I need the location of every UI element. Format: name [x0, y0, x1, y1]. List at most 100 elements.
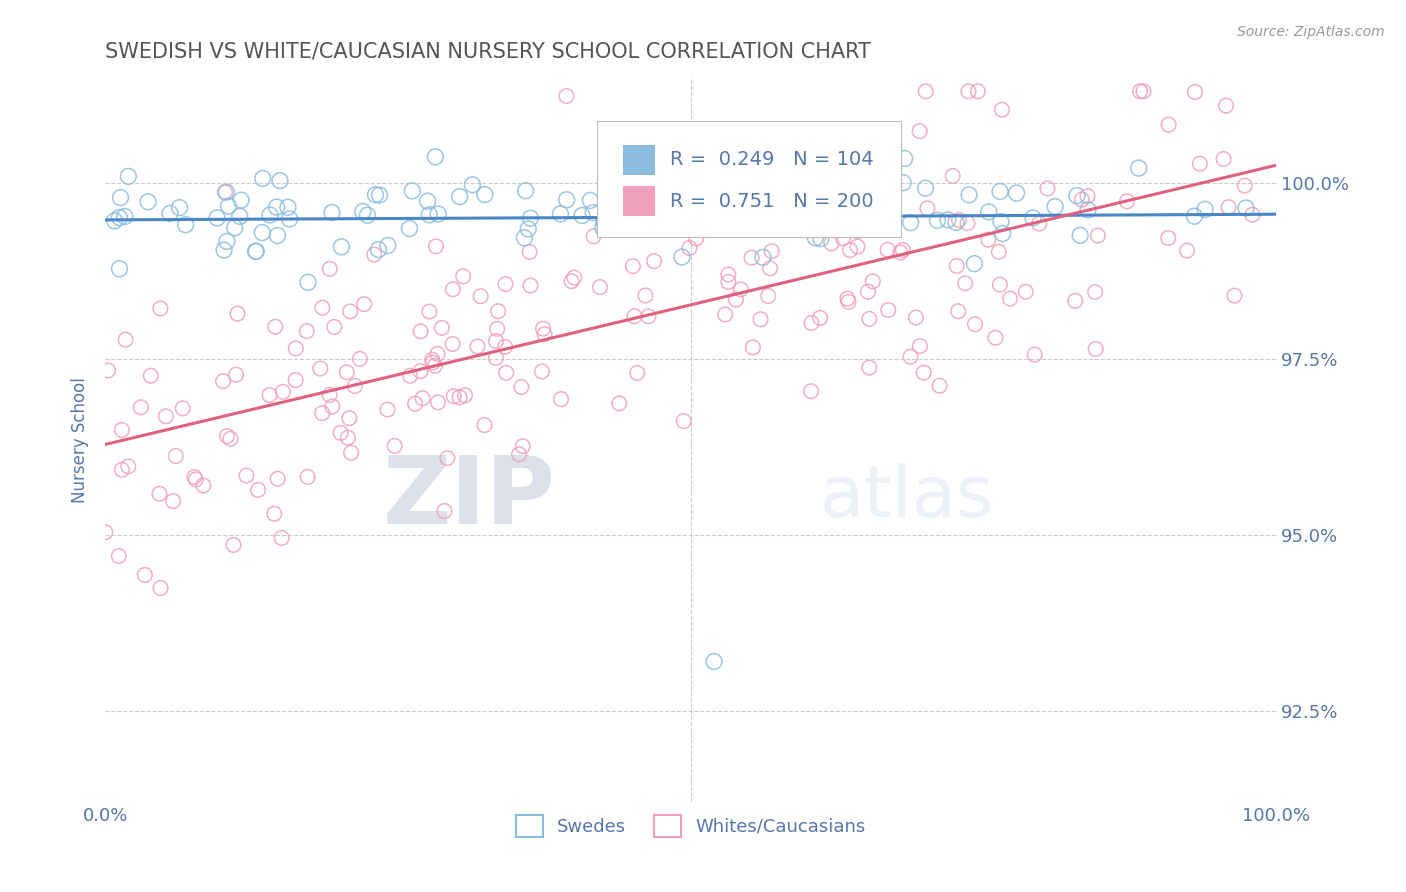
Point [212, 243, 235, 257]
Point [917, 202, 939, 216]
Point [368, 188, 391, 202]
Point [671, 250, 693, 264]
Point [998, 292, 1021, 306]
Point [555, 89, 578, 103]
Point [914, 84, 936, 98]
Point [97, 363, 120, 377]
Point [928, 378, 950, 392]
Point [1218, 200, 1240, 214]
Point [259, 388, 281, 402]
Point [311, 406, 333, 420]
Point [752, 250, 775, 264]
Point [1194, 202, 1216, 217]
Point [1175, 244, 1198, 258]
Point [582, 229, 605, 244]
Point [579, 194, 602, 208]
Point [893, 152, 915, 166]
Point [349, 351, 371, 366]
Point [318, 388, 340, 402]
Point [697, 204, 720, 219]
Point [1015, 285, 1038, 299]
Point [340, 446, 363, 460]
Point [222, 538, 245, 552]
Point [814, 171, 837, 186]
Point [984, 331, 1007, 345]
Point [111, 463, 134, 477]
Point [266, 200, 288, 214]
Point [266, 228, 288, 243]
Point [862, 274, 884, 288]
Point [297, 470, 319, 484]
Text: R =  0.751   N = 200: R = 0.751 N = 200 [669, 192, 873, 211]
Point [936, 212, 959, 227]
Point [977, 233, 1000, 247]
Point [212, 374, 235, 388]
Point [837, 292, 859, 306]
Point [859, 141, 882, 155]
Point [108, 261, 131, 276]
Point [751, 221, 773, 235]
Point [485, 351, 508, 365]
Point [110, 190, 132, 204]
FancyBboxPatch shape [623, 145, 655, 175]
Point [214, 185, 236, 199]
Point [433, 504, 456, 518]
Point [621, 259, 644, 273]
Point [474, 187, 496, 202]
Point [218, 199, 240, 213]
Point [844, 219, 866, 233]
Point [517, 222, 540, 236]
Point [914, 181, 936, 195]
Point [277, 200, 299, 214]
Point [215, 429, 238, 443]
Point [494, 340, 516, 354]
Point [1212, 152, 1234, 166]
Point [730, 190, 752, 204]
Point [808, 310, 831, 325]
Point [837, 294, 859, 309]
Point [245, 244, 267, 259]
Point [859, 207, 882, 221]
Point [927, 213, 949, 227]
Point [846, 239, 869, 253]
Point [592, 220, 614, 235]
Point [353, 297, 375, 311]
Point [108, 211, 131, 225]
Point [858, 311, 880, 326]
Point [768, 214, 790, 228]
Point [1184, 85, 1206, 99]
Point [513, 231, 536, 245]
Point [942, 169, 965, 183]
Point [412, 391, 434, 405]
Point [519, 211, 541, 226]
Point [1233, 178, 1256, 193]
Point [495, 366, 517, 380]
Point [172, 401, 194, 416]
Point [215, 235, 238, 249]
Point [352, 204, 374, 219]
Point [169, 201, 191, 215]
Point [796, 209, 818, 223]
Point [637, 310, 659, 324]
Point [1064, 293, 1087, 308]
Point [337, 411, 360, 425]
Point [467, 339, 489, 353]
Point [714, 308, 737, 322]
Point [550, 207, 572, 221]
Point [309, 361, 332, 376]
Point [409, 364, 432, 378]
Point [1069, 228, 1091, 243]
Point [668, 201, 690, 215]
Point [1215, 98, 1237, 112]
Legend: Swedes, Whites/Caucasians: Swedes, Whites/Caucasians [509, 807, 873, 844]
Point [820, 236, 842, 251]
Point [441, 337, 464, 351]
Point [398, 221, 420, 235]
Point [562, 270, 585, 285]
Point [284, 373, 307, 387]
Point [623, 310, 645, 324]
Point [404, 397, 426, 411]
Point [891, 176, 914, 190]
Point [589, 280, 612, 294]
Point [801, 179, 824, 194]
